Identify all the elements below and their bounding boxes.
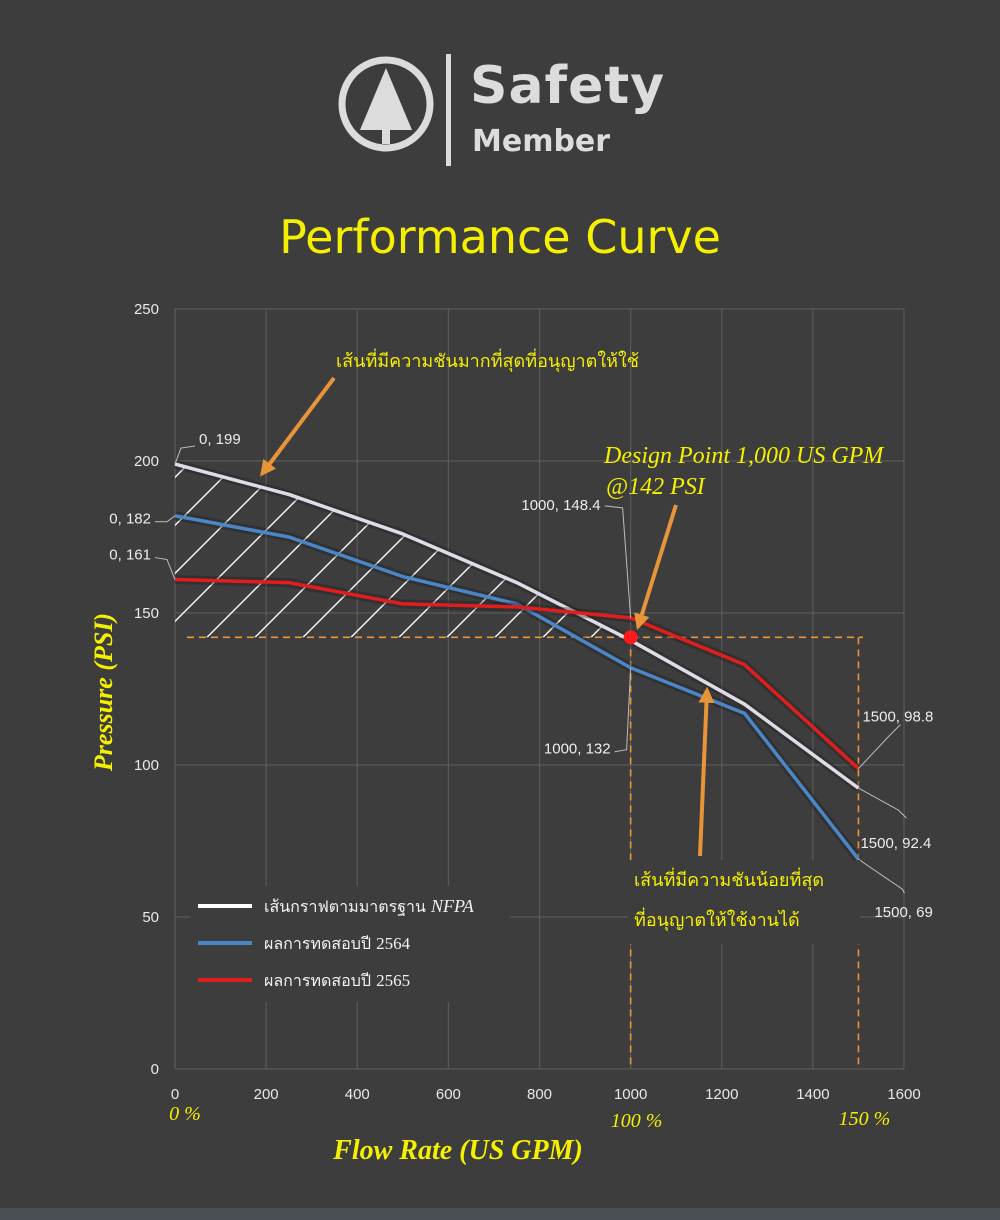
legend-label-2564: ผลการทดสอบปี 2564 <box>264 934 411 953</box>
x-tick-label: 400 <box>345 1086 370 1103</box>
series-lines <box>173 459 862 863</box>
design-point-label-line2: @142 PSI <box>606 474 706 500</box>
annotation-min-slope-line1: เส้นที่มีความชันน้อยที่สุด <box>634 867 824 891</box>
design-point-label-line1: Design Point 1,000 US GPM <box>603 443 885 469</box>
data-label-leader <box>858 858 905 894</box>
hatch-line <box>0 417 91 637</box>
y-tick-label: 200 <box>134 453 159 470</box>
hatch-line <box>175 464 332 638</box>
x-tick-label: 0 <box>171 1086 179 1103</box>
data-label-leader <box>858 724 901 769</box>
brand-name-safety: Safety <box>470 56 666 116</box>
brand-logo: Safety Member <box>336 52 676 172</box>
tree-logo-icon <box>338 56 434 152</box>
data-label-leader <box>154 557 176 580</box>
data-label-leader <box>614 667 632 753</box>
axis-ticks: 0 50 100 150 200 250 0 200 400 600 800 1000 1200 1400… <box>134 301 921 1103</box>
hatch-line <box>879 417 1000 637</box>
data-label: 1000, 148.4 <box>521 497 600 514</box>
y-tick-label: 250 <box>134 301 159 318</box>
annotation-max-slope: เส้นที่มีความชันมากที่สุดที่อนุญาตให้ใช้ <box>336 348 639 372</box>
x-tick-label: 800 <box>527 1086 552 1103</box>
x-tick-label: 1000 <box>614 1086 647 1103</box>
legend-label-2565: ผลการทดสอบปี 2565 <box>264 971 410 990</box>
data-label: 0, 161 <box>109 547 151 564</box>
percent-label: 150 % <box>839 1108 891 1130</box>
data-label: 0, 182 <box>109 511 151 528</box>
chart-title: Performance Curve <box>279 210 721 264</box>
hatch-line <box>254 464 476 638</box>
x-axis-title: Flow Rate (US GPM) <box>332 1135 583 1166</box>
y-tick-label: 150 <box>134 605 159 622</box>
series-line-0 <box>174 462 860 790</box>
y-tick-label: 0 <box>151 1061 159 1078</box>
data-label-leader <box>155 515 176 523</box>
hatch-line <box>0 417 43 637</box>
hatch-line <box>206 464 428 638</box>
x-tick-label: 1400 <box>796 1086 829 1103</box>
legend-label-nfpa: เส้นกราฟตามมาตรฐาน NFPA <box>264 896 475 916</box>
percent-label: 0 % <box>169 1103 201 1125</box>
hatch-line <box>175 464 380 638</box>
data-label-leader <box>604 505 632 618</box>
reference-lines <box>187 636 863 1069</box>
data-label-leader <box>174 445 196 465</box>
x-tick-label: 600 <box>436 1086 461 1103</box>
annotation-max-arrow <box>260 376 336 477</box>
y-axis-title: Pressure (PSI) <box>89 613 118 772</box>
data-label: 1500, 98.8 <box>862 709 933 726</box>
data-label-leader <box>858 787 907 819</box>
y-tick-label: 50 <box>142 909 159 926</box>
series-line-1 <box>174 513 860 861</box>
x-tick-label: 1200 <box>705 1086 738 1103</box>
data-label: 1000, 132 <box>544 741 611 758</box>
series-shadow <box>173 459 862 792</box>
bottom-bar <box>0 1208 1000 1220</box>
percent-labels: 0 % 100 % 150 % <box>169 1103 890 1132</box>
annotation-min-slope-bg <box>628 860 860 944</box>
legend: เส้นกราฟตามมาตรฐาน NFPA ผลการทดสอบปี 256… <box>190 886 510 1002</box>
data-label: 0, 199 <box>199 431 241 448</box>
hatch-line <box>975 417 1000 637</box>
hatch-line <box>927 417 1000 637</box>
data-labels: 0, 199 0, 182 0, 161 1000, 148.4 1000, 132 15… <box>109 431 933 921</box>
design-point-arrow <box>634 504 678 631</box>
percent-label: 100 % <box>611 1110 663 1132</box>
annotation-min-slope-line2: ที่อนุญาตให้ใช้งานได้ <box>634 907 800 931</box>
y-tick-label: 100 <box>134 757 159 774</box>
data-label: 1500, 92.4 <box>860 835 931 852</box>
data-label: 1500, 69 <box>874 904 932 921</box>
design-point-marker <box>623 630 638 645</box>
annotation-min-arrow <box>698 686 715 857</box>
x-tick-label: 1600 <box>887 1086 920 1103</box>
brand-name-member: Member <box>472 124 611 159</box>
series-line-2 <box>174 577 860 770</box>
logo-divider <box>446 54 451 166</box>
x-tick-label: 200 <box>254 1086 279 1103</box>
